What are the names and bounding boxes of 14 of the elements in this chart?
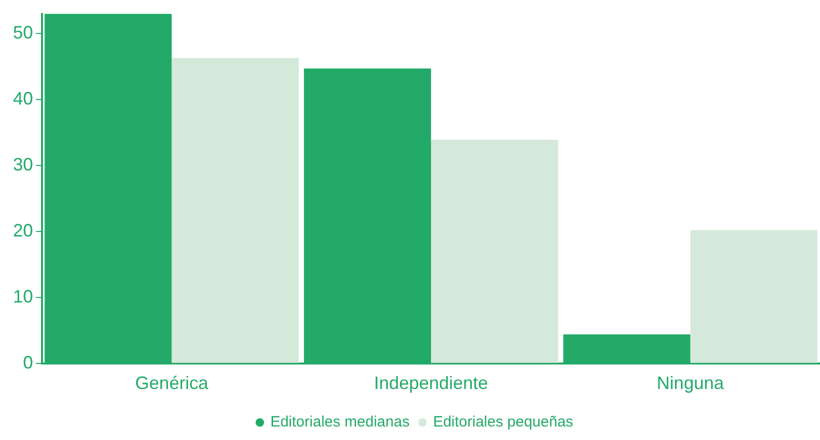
- legend-label: Editoriales pequeñas: [433, 414, 574, 431]
- y-tick-label: 10: [12, 286, 34, 306]
- y-tick-label: 30: [12, 154, 34, 174]
- x-tick-label: Genérica: [135, 373, 210, 394]
- y-tick-label: 50: [12, 22, 34, 43]
- bar: [431, 140, 558, 363]
- bar: [690, 230, 818, 363]
- y-tick-label: 40: [12, 88, 34, 109]
- bar: [172, 58, 299, 363]
- y-tick-label: 20: [12, 220, 34, 240]
- legend-label: Editoriales medianas: [270, 414, 410, 431]
- x-tick-label: Ninguna: [656, 373, 725, 394]
- x-tick-label: Independiente: [374, 373, 488, 394]
- y-tick-label: 0: [23, 352, 34, 372]
